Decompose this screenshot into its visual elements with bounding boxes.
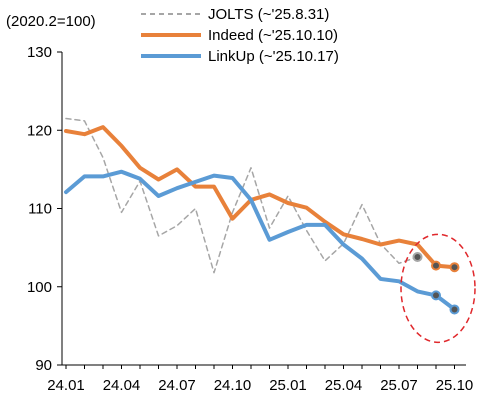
highlighted-point-marker bbox=[431, 290, 441, 301]
x-tick-label: 24.01 bbox=[47, 377, 85, 394]
indeed-line bbox=[64, 125, 457, 270]
x-tick-label: 25.07 bbox=[380, 377, 418, 394]
highlighted-point-marker bbox=[449, 304, 460, 315]
highlighted-point-marker bbox=[431, 260, 441, 271]
legend-label-jolts: JOLTS (~'25.8.31) bbox=[208, 6, 329, 23]
highlighted-point-markers bbox=[412, 252, 460, 315]
highlight-region bbox=[400, 233, 476, 344]
y-tick-label: 90 bbox=[35, 357, 52, 374]
x-tick-label: 24.07 bbox=[158, 377, 196, 394]
linkup-line bbox=[64, 169, 457, 312]
unit-label: (2020.2=100) bbox=[6, 13, 96, 30]
y-tick-label: 100 bbox=[27, 279, 52, 296]
x-tick-label: 25.10 bbox=[436, 377, 474, 394]
x-axis-ticks: 24.01 24.04 24.07 24.10 25.01 25.04 25.07 25.10 bbox=[47, 365, 473, 394]
y-axis-ticks: 90 100 110 120 130 bbox=[27, 44, 62, 374]
series-lines bbox=[64, 117, 457, 312]
highlight-ellipse bbox=[400, 233, 476, 344]
y-tick-label: 110 bbox=[28, 201, 52, 218]
legend-label-linkup: LinkUp (~'25.10.17) bbox=[208, 48, 339, 65]
highlighted-point-marker bbox=[412, 252, 423, 263]
x-tick-label: 24.10 bbox=[214, 377, 252, 394]
x-tick-label: 25.01 bbox=[269, 377, 307, 394]
legend: JOLTS (~'25.8.31) Indeed (~'25.10.10) Li… bbox=[141, 6, 339, 65]
highlighted-point-marker bbox=[449, 262, 460, 273]
x-tick-label: 24.04 bbox=[103, 377, 141, 394]
y-tick-label: 130 bbox=[27, 44, 52, 61]
legend-label-indeed: Indeed (~'25.10.10) bbox=[208, 27, 338, 44]
y-tick-label: 120 bbox=[27, 122, 52, 139]
x-tick-label: 25.04 bbox=[325, 377, 363, 394]
